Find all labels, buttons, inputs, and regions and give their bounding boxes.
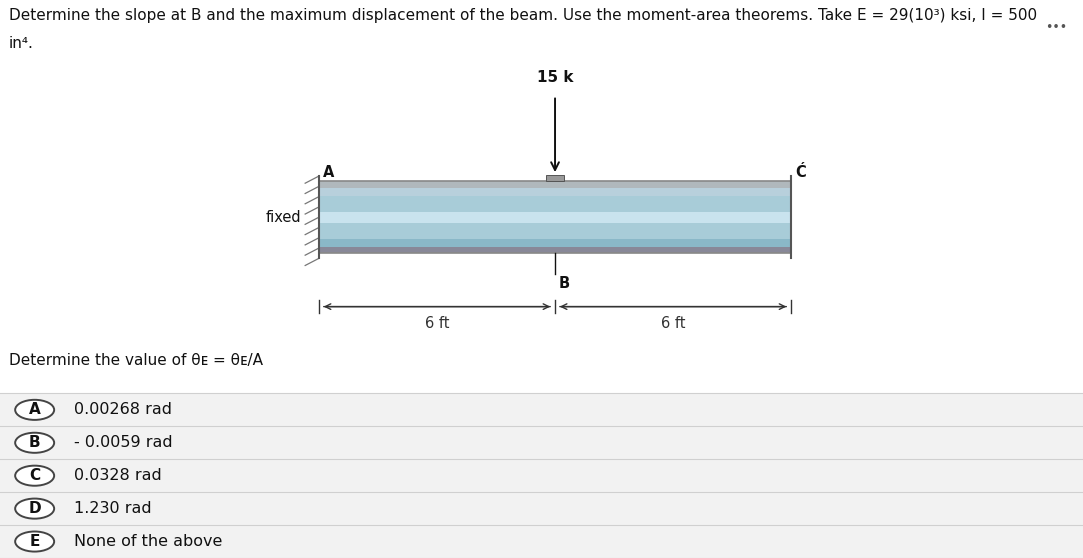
Text: E: E <box>29 534 40 549</box>
Bar <box>547 175 563 181</box>
Text: fixed: fixed <box>265 210 301 225</box>
Bar <box>319 239 792 247</box>
Bar <box>319 212 792 223</box>
Text: - 0.0059 rad: - 0.0059 rad <box>74 435 172 450</box>
Text: A: A <box>323 165 335 180</box>
Text: B: B <box>29 435 40 450</box>
Bar <box>319 196 792 239</box>
Bar <box>319 181 792 188</box>
Text: None of the above: None of the above <box>74 534 222 549</box>
Text: •••: ••• <box>1045 21 1067 33</box>
Text: 0.0328 rad: 0.0328 rad <box>74 468 161 483</box>
Text: A: A <box>29 402 40 417</box>
Bar <box>319 181 792 253</box>
Text: B: B <box>559 276 570 291</box>
Text: Determine the slope at B and the maximum displacement of the beam. Use the momen: Determine the slope at B and the maximum… <box>9 8 1036 23</box>
Text: D: D <box>28 501 41 516</box>
Text: 1.230 rad: 1.230 rad <box>74 501 152 516</box>
Text: 6 ft: 6 ft <box>425 316 449 330</box>
Text: Determine the value of θᴇ = θᴇ/A: Determine the value of θᴇ = θᴇ/A <box>9 353 263 368</box>
Text: in⁴.: in⁴. <box>9 36 34 51</box>
Text: 6 ft: 6 ft <box>661 316 686 330</box>
Bar <box>319 188 792 196</box>
Text: 15 k: 15 k <box>537 70 573 85</box>
Bar <box>319 247 792 253</box>
Text: Ć: Ć <box>795 165 806 180</box>
Text: 0.00268 rad: 0.00268 rad <box>74 402 171 417</box>
Text: C: C <box>29 468 40 483</box>
